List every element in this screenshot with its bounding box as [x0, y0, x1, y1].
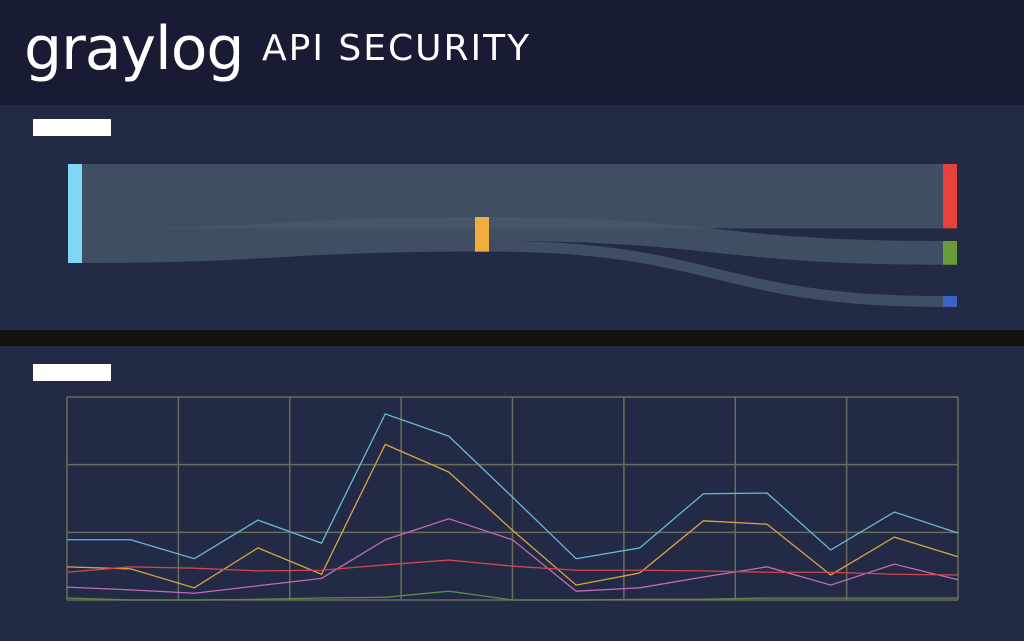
panel-title-placeholder	[33, 119, 111, 136]
sankey-link	[82, 217, 475, 263]
app-title: API SECURITY	[262, 28, 532, 69]
line-series	[67, 413, 959, 560]
sankey-node	[68, 164, 82, 263]
line-series	[66, 518, 959, 594]
sankey-node	[943, 164, 957, 229]
sankey-node	[475, 217, 489, 252]
line-series	[66, 443, 959, 589]
line-series	[66, 559, 959, 576]
panel-title-placeholder	[33, 364, 111, 381]
sankey-node	[943, 241, 957, 265]
sankey-node	[943, 296, 957, 307]
logo: graylog	[24, 14, 244, 84]
header: graylog API SECURITY	[0, 0, 1024, 105]
sankey-link	[82, 164, 943, 229]
sankey-link	[489, 217, 943, 265]
sankey-link	[489, 240, 943, 307]
line-series	[66, 590, 958, 601]
divider	[0, 330, 1024, 346]
